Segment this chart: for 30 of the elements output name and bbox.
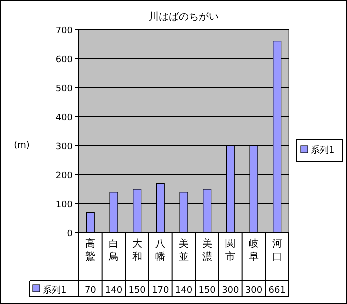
data-label: 300: [222, 286, 240, 296]
x-tick-label: 岐阜: [249, 238, 259, 263]
y-tick-label: 0: [67, 230, 74, 240]
y-tick-label: 600: [56, 56, 74, 66]
x-tick-label: 高鷲: [86, 238, 96, 263]
data-label: 300: [245, 286, 263, 296]
data-label: 661: [268, 286, 286, 296]
x-tick-label: 美並: [179, 238, 189, 263]
text: 系列1: [43, 286, 67, 296]
y-tick-label: 500: [56, 84, 74, 94]
data-label: 70: [84, 286, 97, 296]
data-label: 140: [105, 286, 123, 296]
y-tick-label: 400: [56, 114, 74, 124]
data-label: 140: [175, 286, 193, 296]
y-tick-label: 700: [56, 26, 74, 36]
chart-title: 川はばのちがい: [149, 11, 219, 23]
x-tick-label: 大和: [132, 238, 142, 263]
data-label: 150: [128, 286, 146, 296]
data-label: 170: [152, 286, 170, 296]
x-tick-label: 八幡: [156, 239, 166, 263]
x-tick-label: 河口: [272, 238, 282, 263]
x-tick-label: 美濃: [202, 238, 212, 263]
y-tick-label: 200: [56, 172, 74, 182]
x-tick-label: 関市: [226, 239, 236, 263]
legend-label: 系列1: [311, 145, 335, 156]
x-tick-label: 白鳥: [108, 238, 119, 263]
y-tick-label: 100: [56, 200, 74, 210]
y-axis-title: (m): [14, 141, 30, 151]
y-tick-label: 300: [56, 142, 74, 152]
data-label: 150: [198, 286, 216, 296]
